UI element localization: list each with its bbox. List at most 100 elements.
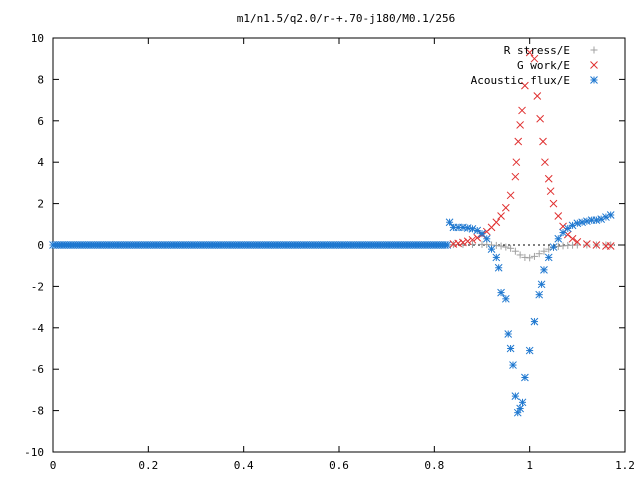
series-2-point (592, 216, 601, 225)
acoustic-flux-baseline (49, 241, 452, 249)
series-2-point (563, 224, 572, 233)
series-0-point (492, 241, 500, 249)
series-1-point (514, 137, 523, 146)
x-tick-label: 0.4 (234, 459, 254, 472)
series-2-point (463, 224, 472, 232)
series-2-point (530, 317, 539, 326)
y-tick-label: -6 (31, 363, 44, 376)
series-1-point (463, 237, 472, 246)
x-tick-label: 0 (50, 459, 57, 472)
legend-label: G work/E (517, 59, 570, 72)
series-2-point (525, 346, 534, 355)
legend-marker (590, 76, 598, 84)
series-2-point (501, 294, 510, 303)
y-tick-label: -8 (31, 405, 44, 418)
series-0-point (583, 241, 591, 249)
series-1-point (518, 106, 526, 115)
y-tick-label: 4 (37, 156, 44, 169)
series-1-point (525, 48, 534, 57)
series-1-point (506, 191, 515, 200)
series-1-point (606, 242, 615, 250)
series-1-point (546, 187, 555, 196)
y-tick-label: 6 (37, 115, 44, 128)
y-tick-label: -2 (31, 280, 44, 293)
series-1-point (521, 81, 529, 90)
series-1-point (533, 92, 542, 100)
series-2-point (504, 330, 513, 338)
series-0 (449, 240, 615, 262)
series-0-point (540, 247, 548, 255)
series-0-point (516, 251, 524, 259)
series-1-point (554, 212, 563, 220)
series-2-point (492, 253, 501, 262)
series-1-point (516, 121, 524, 129)
x-tick-label: 0.6 (329, 459, 349, 472)
series-0-point (511, 247, 519, 255)
x-tick-label: 1.2 (615, 459, 635, 472)
series-1-point (549, 199, 558, 208)
series-2-point (573, 219, 582, 228)
y-axis: 10 8 6 4 2 0 -2 -4 -6 -8 -10 (24, 32, 625, 459)
series-2-point (487, 245, 496, 253)
legend-marker (590, 61, 598, 69)
legend-label: R stress/E (504, 44, 570, 57)
y-tick-label: -4 (31, 322, 45, 335)
series-2-point (445, 218, 454, 227)
legend: R stress/E G work/E Acoustic flux/E (471, 44, 598, 87)
series-0-point (502, 243, 510, 251)
series-1 (449, 48, 615, 250)
series-2-point (518, 398, 527, 407)
series-1-point (454, 239, 463, 248)
series-2-point (509, 361, 517, 369)
series-2-point (583, 217, 591, 226)
series-2-point (606, 211, 615, 219)
legend-marker (590, 46, 598, 54)
series-0-point (497, 242, 505, 250)
x-tick-label: 0.2 (138, 459, 158, 472)
series-2-point (497, 288, 505, 297)
acoustic-flux-point (443, 241, 452, 249)
series-layer (49, 48, 615, 417)
series-2-point (535, 290, 544, 299)
series-1-point (536, 114, 545, 123)
series-2-point (544, 253, 553, 262)
y-tick-label: -10 (24, 446, 44, 459)
series-1-point (541, 158, 549, 167)
series-1-point (468, 235, 477, 244)
series-1-point (511, 172, 520, 181)
series-0-point (526, 254, 534, 262)
y-tick-label: 8 (37, 73, 44, 86)
legend-label: Acoustic flux/E (471, 74, 570, 87)
x-axis: 0 0.2 0.4 0.6 0.8 1 1.2 (50, 38, 635, 472)
series-1-point (568, 234, 577, 243)
series-0-point (573, 241, 581, 249)
y-tick-label: 10 (31, 32, 44, 45)
series-2-point (473, 226, 482, 235)
x-tick-label: 0.8 (424, 459, 444, 472)
series-0-point (530, 252, 538, 260)
series-1-point (539, 137, 547, 146)
series-2-point (540, 265, 548, 274)
series-1-point (592, 241, 601, 249)
series-0-point (607, 241, 615, 249)
series-0-point (535, 250, 543, 258)
x-tick-label: 1 (526, 459, 533, 472)
chart-title: m1/n1.5/q2.0/r-+.70-j180/M0.1/256 (237, 12, 456, 25)
series-1-point (459, 238, 467, 247)
series-2-point (516, 404, 524, 413)
series-2-point (521, 373, 529, 382)
series-2-point (554, 234, 563, 243)
series-1-point (501, 203, 510, 212)
series-1-point (573, 238, 582, 246)
series-0-point (507, 244, 515, 252)
series-1-point (530, 54, 539, 63)
series-1-point (497, 212, 505, 220)
series-2-point (468, 225, 477, 233)
series-0-point (554, 242, 562, 250)
series-2-point (578, 218, 586, 227)
series-2-point (506, 344, 515, 353)
series-1-point (492, 218, 501, 227)
series-2-point (494, 263, 503, 272)
y-tick-label: 0 (37, 239, 44, 252)
